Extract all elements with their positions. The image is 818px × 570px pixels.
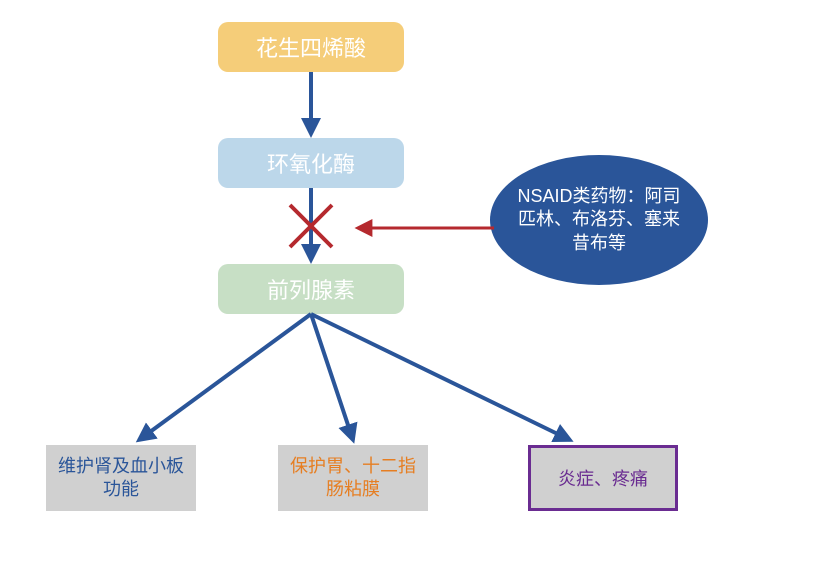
node-prostaglandin: 前列腺素 xyxy=(218,264,404,314)
node-gi: 保护胃、十二指肠粘膜 xyxy=(278,445,428,511)
node-inflammation: 炎症、疼痛 xyxy=(528,445,678,511)
node-label: 环氧化酶 xyxy=(267,147,355,179)
node-kidney: 维护肾及血小板功能 xyxy=(46,445,196,511)
node-nsaid: NSAID类药物：阿司匹林、布洛芬、塞来昔布等 xyxy=(490,155,708,285)
cross-mark-icon xyxy=(290,205,332,247)
edge-prostaglandin-inflammation xyxy=(311,314,570,440)
node-label: 维护肾及血小板功能 xyxy=(52,455,190,502)
edge-prostaglandin-gi xyxy=(311,314,353,440)
node-label: 花生四烯酸 xyxy=(256,31,366,63)
node-label: NSAID类药物：阿司匹林、布洛芬、塞来昔布等 xyxy=(514,185,684,255)
node-cox: 环氧化酶 xyxy=(218,138,404,188)
node-label: 保护胃、十二指肠粘膜 xyxy=(284,455,422,502)
edge-prostaglandin-kidney xyxy=(139,314,311,440)
node-arachidonic: 花生四烯酸 xyxy=(218,22,404,72)
node-label: 炎症、疼痛 xyxy=(558,465,648,491)
node-label: 前列腺素 xyxy=(267,273,355,305)
